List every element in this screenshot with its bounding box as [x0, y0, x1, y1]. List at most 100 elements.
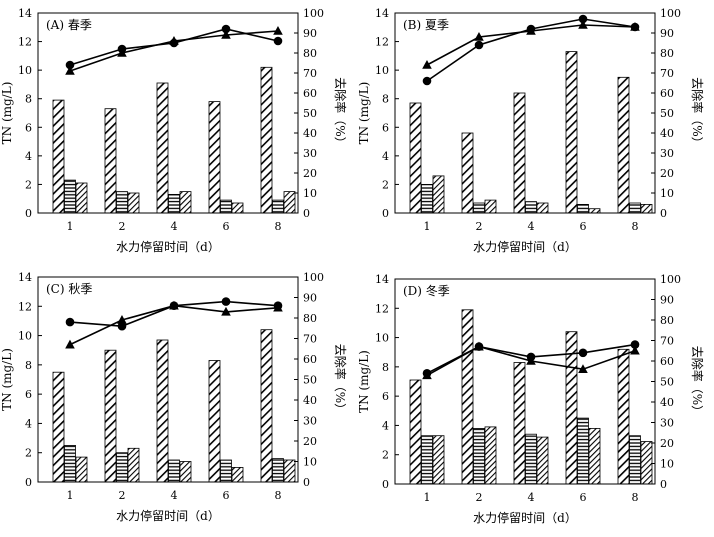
right-tick-label: 0 [660, 478, 667, 491]
left-tick-label: 8 [25, 359, 32, 372]
left-tick-label: 2 [25, 447, 32, 460]
marker-triangle-hrt-6 [221, 306, 231, 316]
bar-series-2-hrt-1 [421, 183, 433, 214]
y-right-axis-label: 去除率（%） [333, 77, 348, 148]
left-tick-label: 14 [18, 7, 32, 20]
marker-triangle-hrt-2 [117, 315, 127, 324]
x-axis-label: 水力停留时间（d） [116, 508, 220, 523]
bar-series-2-hrt-6 [220, 199, 232, 214]
left-tick-label: 4 [25, 417, 32, 430]
bar-series-2-hrt-2 [473, 202, 485, 214]
right-tick-label: 50 [660, 107, 674, 120]
bar-series-3-hrt-2 [484, 199, 497, 214]
bar-series-3-hrt-6 [588, 208, 601, 214]
right-tick-label: 60 [303, 353, 317, 366]
marker-triangle-hrt-2 [474, 341, 484, 351]
right-tick-label: 60 [303, 87, 317, 100]
right-tick-label: 20 [660, 437, 674, 450]
marker-circle-hrt-6 [221, 297, 231, 306]
bar-series-1-hrt-1 [52, 371, 65, 483]
left-tick-label: 14 [375, 273, 389, 286]
right-tick-label: 100 [303, 7, 324, 20]
marker-triangle-hrt-4 [526, 26, 536, 35]
right-tick-label: 0 [303, 476, 310, 489]
bar-series-1-hrt-6 [208, 101, 221, 214]
y-left-axis-label: TN (mg/L) [0, 348, 14, 411]
right-tick-label: 50 [303, 374, 317, 387]
bar-series-2-hrt-8 [272, 458, 284, 483]
marker-circle-hrt-6 [221, 24, 231, 34]
bar-series-3-hrt-1 [432, 435, 445, 485]
bar-series-3-hrt-1 [432, 175, 445, 214]
x-tick-label: 6 [222, 489, 229, 502]
bar-series-2-hrt-6 [577, 417, 589, 485]
bar-series-1-hrt-8 [617, 76, 630, 214]
panel-title: (C) 秋季 [46, 282, 92, 296]
left-tick-label: 8 [382, 93, 389, 106]
right-tick-label: 40 [660, 127, 674, 140]
x-tick-label: 2 [118, 489, 125, 502]
left-tick-label: 10 [375, 64, 389, 77]
bar-series-2-hrt-6 [577, 203, 589, 214]
panel-title: (B) 夏季 [403, 18, 449, 32]
right-tick-label: 80 [303, 47, 317, 60]
bar-series-2-hrt-4 [168, 193, 180, 214]
bar-series-3-hrt-2 [484, 426, 497, 485]
right-tick-label: 50 [660, 376, 674, 389]
y-left-axis-label: TN (mg/L) [0, 82, 14, 145]
x-axis-label: 水力停留时间（d） [473, 510, 577, 525]
left-tick-label: 2 [382, 449, 389, 462]
marker-triangle-hrt-1 [65, 339, 75, 349]
x-tick-label: 4 [527, 220, 534, 233]
x-tick-label: 1 [423, 491, 430, 504]
marker-triangle-hrt-6 [578, 20, 588, 29]
x-tick-label: 1 [423, 220, 430, 233]
right-tick-label: 70 [303, 333, 317, 346]
x-tick-label: 6 [579, 220, 586, 233]
right-tick-label: 100 [660, 273, 681, 286]
y-right-axis-label: 去除率（%） [690, 77, 705, 148]
x-tick-label: 4 [170, 220, 177, 233]
bar-series-1-hrt-4 [156, 339, 169, 483]
marker-circle-hrt-6 [578, 348, 588, 358]
x-tick-label: 1 [66, 220, 73, 233]
left-tick-label: 12 [375, 302, 389, 315]
marker-circle-hrt-8 [630, 340, 640, 349]
left-tick-label: 8 [25, 93, 32, 106]
y-right-axis-label: 去除率（%） [333, 344, 348, 415]
bar-series-1-hrt-8 [260, 66, 273, 214]
bar-series-3-hrt-8 [283, 191, 296, 214]
bar-series-1-hrt-4 [156, 82, 169, 214]
right-tick-label: 40 [303, 127, 317, 140]
left-tick-label: 0 [25, 476, 32, 489]
y-left-axis-label: TN (mg/L) [357, 350, 371, 413]
bar-series-2-hrt-2 [473, 427, 485, 485]
marker-triangle-hrt-8 [273, 26, 283, 35]
left-tick-label: 10 [18, 64, 32, 77]
bar-series-1-hrt-2 [104, 349, 117, 483]
left-tick-label: 2 [382, 178, 389, 191]
bar-series-3-hrt-2 [127, 447, 140, 483]
bar-series-1-hrt-1 [409, 379, 422, 485]
panel-title: (D) 冬季 [403, 283, 450, 298]
right-tick-label: 90 [303, 27, 317, 40]
left-tick-label: 0 [25, 207, 32, 220]
left-tick-label: 12 [18, 36, 32, 49]
right-tick-label: 40 [660, 396, 674, 409]
left-tick-label: 6 [382, 390, 389, 403]
marker-circle-hrt-2 [474, 40, 484, 50]
marker-triangle-hrt-2 [474, 32, 484, 41]
left-tick-label: 4 [382, 150, 389, 163]
bar-series-3-hrt-6 [588, 427, 601, 485]
right-tick-label: 40 [303, 394, 317, 407]
y-right-axis-label: 去除率（%） [690, 346, 705, 417]
marker-circle-hrt-2 [117, 321, 127, 331]
bar-series-3-hrt-4 [179, 191, 192, 214]
right-tick-label: 50 [303, 107, 317, 120]
left-tick-label: 8 [382, 361, 389, 374]
x-tick-label: 2 [475, 491, 482, 504]
bar-series-3-hrt-4 [536, 202, 549, 214]
x-tick-label: 2 [118, 220, 125, 233]
